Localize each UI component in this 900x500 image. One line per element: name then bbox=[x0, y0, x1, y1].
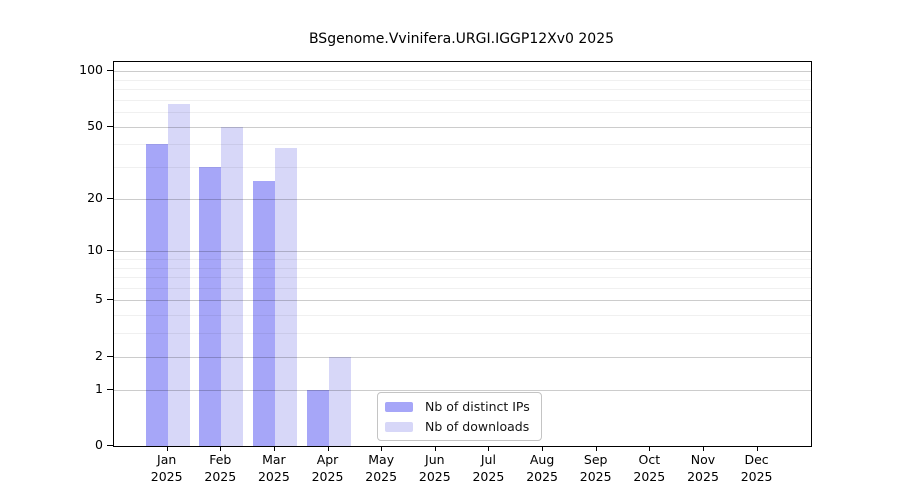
gridline-minor bbox=[114, 258, 811, 260]
gridline-minor bbox=[114, 144, 811, 146]
x-tick-label-jan: Jan 2025 bbox=[150, 452, 183, 484]
x-axis-tick bbox=[434, 446, 436, 451]
x-axis-tick bbox=[166, 446, 168, 451]
y-tick-label: 2 bbox=[95, 347, 103, 363]
x-tick-label-mar: Mar 2025 bbox=[257, 452, 290, 484]
x-axis-tick bbox=[649, 446, 651, 451]
x-tick-label-nov: Nov 2025 bbox=[687, 452, 719, 484]
gridline-minor bbox=[114, 315, 811, 317]
bar-downloads-feb bbox=[221, 126, 244, 446]
gridline-major bbox=[114, 71, 811, 72]
bar-distinct-ips-jan bbox=[145, 144, 168, 446]
legend-label-downloads: Nb of downloads bbox=[425, 419, 530, 434]
y-tick-label: 50 bbox=[87, 117, 103, 133]
x-axis-tick bbox=[488, 446, 490, 451]
y-tick-label: 5 bbox=[95, 291, 103, 307]
x-tick-label-may: May 2025 bbox=[365, 452, 398, 484]
bar-distinct-ips-apr bbox=[306, 389, 329, 446]
gridlines-layer bbox=[114, 62, 811, 446]
legend-item-distinct-ips: Nb of distinct IPs bbox=[385, 399, 530, 414]
legend: Nb of distinct IPs Nb of downloads bbox=[377, 392, 542, 441]
bar-distinct-ips-feb bbox=[199, 167, 222, 446]
bars-layer bbox=[114, 62, 811, 446]
bar-downloads-jan bbox=[167, 104, 190, 446]
y-axis-tick bbox=[107, 250, 113, 252]
y-axis-tick bbox=[107, 125, 113, 127]
legend-label-distinct-ips: Nb of distinct IPs bbox=[425, 399, 530, 414]
x-axis-tick bbox=[327, 446, 329, 451]
y-axis-tick bbox=[107, 355, 113, 357]
gridline-major bbox=[114, 198, 811, 200]
legend-swatch-distinct-ips bbox=[385, 401, 413, 412]
x-axis-tick bbox=[220, 446, 222, 451]
gridline-minor bbox=[114, 167, 811, 168]
legend-swatch-downloads bbox=[385, 421, 413, 432]
gridline-minor bbox=[114, 79, 811, 81]
x-tick-label-dec: Dec 2025 bbox=[740, 452, 773, 484]
gridline-minor bbox=[114, 112, 811, 113]
x-tick-label-feb: Feb 2025 bbox=[204, 452, 237, 484]
chart-title: BSgenome.Vvinifera.URGI.IGGP12Xv0 2025 bbox=[308, 31, 615, 47]
x-axis-tick bbox=[273, 446, 275, 451]
y-tick-label: 1 bbox=[95, 380, 103, 396]
y-axis-tick bbox=[107, 299, 113, 301]
x-axis-tick bbox=[381, 446, 383, 451]
x-axis-tick bbox=[542, 446, 544, 451]
gridline-major bbox=[114, 389, 811, 391]
x-axis-tick bbox=[703, 446, 704, 451]
y-axis-tick bbox=[107, 197, 113, 199]
plot-area bbox=[113, 61, 812, 447]
y-axis-tick bbox=[107, 445, 113, 446]
bar-downloads-apr bbox=[328, 356, 351, 446]
x-tick-label-aug: Aug 2025 bbox=[526, 452, 558, 484]
x-tick-label-apr: Apr 2025 bbox=[311, 452, 344, 484]
x-tick-label-jul: Jul 2025 bbox=[472, 452, 505, 484]
y-axis-tick bbox=[107, 388, 113, 390]
x-tick-label-jun: Jun 2025 bbox=[418, 452, 451, 484]
bar-distinct-ips-mar bbox=[252, 181, 275, 446]
legend-item-downloads: Nb of downloads bbox=[385, 419, 530, 434]
gridline-minor bbox=[114, 277, 811, 278]
gridline-major bbox=[114, 300, 811, 302]
x-axis-tick bbox=[595, 446, 597, 451]
gridline-minor bbox=[114, 267, 811, 269]
gridline-minor bbox=[114, 88, 811, 90]
y-tick-label: 20 bbox=[87, 189, 103, 205]
bar-downloads-mar bbox=[274, 148, 297, 446]
x-axis-tick bbox=[756, 446, 758, 451]
x-tick-label-sep: Sep 2025 bbox=[579, 452, 612, 484]
y-axis-tick bbox=[107, 70, 113, 71]
gridline-major bbox=[114, 356, 811, 358]
gridline-minor bbox=[114, 287, 811, 289]
gridline-major bbox=[114, 126, 811, 128]
gridline-minor bbox=[114, 333, 811, 335]
y-tick-label: 10 bbox=[87, 242, 103, 258]
gridline-minor bbox=[114, 99, 811, 101]
gridline-major bbox=[114, 251, 811, 253]
x-tick-label-oct: Oct 2025 bbox=[633, 452, 666, 484]
y-tick-label: 0 bbox=[95, 437, 103, 452]
y-tick-label: 100 bbox=[79, 62, 103, 77]
